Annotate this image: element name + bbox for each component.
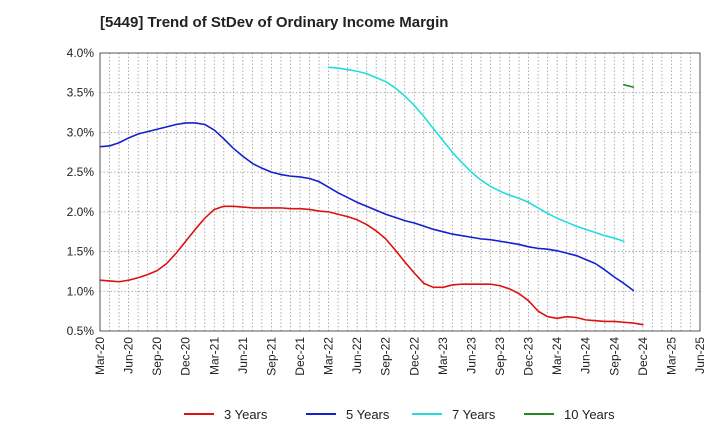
x-tick-label: Mar-23 (436, 337, 450, 375)
x-tick-label: Mar-24 (550, 337, 564, 375)
x-tick-label: Jun-24 (579, 337, 593, 374)
x-tick-label: Jun-22 (350, 337, 364, 374)
plot-frame (99, 52, 701, 332)
x-tick-label: Mar-20 (93, 337, 107, 375)
y-tick-label: 2.5% (67, 165, 95, 179)
x-tick-label: Dec-22 (407, 337, 421, 376)
x-tick-label: Jun-20 (122, 337, 136, 374)
legend-label: 7 Years (452, 407, 496, 422)
x-tick-label: Jun-21 (236, 337, 250, 374)
series-line-10-years (623, 83, 635, 88)
x-tick-label: Jun-23 (464, 337, 478, 374)
x-tick-label: Mar-21 (207, 337, 221, 375)
grid-lines (100, 53, 700, 331)
x-tick-label: Mar-25 (664, 337, 678, 375)
y-tick-label: 1.0% (67, 284, 95, 298)
x-tick-label: Sep-23 (493, 337, 507, 376)
legend-label: 5 Years (346, 407, 390, 422)
legend-label: 10 Years (564, 407, 615, 422)
x-tick-label: Dec-23 (522, 337, 536, 376)
y-tick-label: 4.0% (67, 46, 95, 60)
legend-label: 3 Years (224, 407, 268, 422)
series-lines (99, 66, 644, 326)
x-tick-label: Sep-20 (150, 337, 164, 376)
x-tick-label: Sep-24 (607, 337, 621, 376)
legend: 3 Years 5 Years 7 Years 10 Years (184, 407, 615, 422)
series-line-7-years (327, 66, 625, 243)
chart-title: [5449] Trend of StDev of Ordinary Income… (100, 14, 449, 31)
y-tick-label: 1.5% (67, 245, 95, 259)
x-axis-ticks: Mar-20 Jun-20 Sep-20 Dec-20 Mar-21 Jun-21 Sep-… (93, 337, 707, 376)
y-tick-label: 0.5% (67, 324, 95, 338)
x-tick-label: Dec-20 (179, 337, 193, 376)
x-tick-label: Sep-22 (379, 337, 393, 376)
x-tick-label: Dec-21 (293, 337, 307, 376)
y-tick-label: 3.0% (67, 125, 95, 139)
y-axis-ticks: 0.5% 1.0% 1.5% 2.0% 2.5% 3.0% 3.5% 4.0% (67, 46, 95, 338)
x-tick-label: Jun-25 (693, 337, 707, 374)
y-tick-label: 3.5% (67, 86, 95, 100)
y-tick-label: 2.0% (67, 205, 95, 219)
x-tick-label: Mar-22 (322, 337, 336, 375)
x-tick-label: Sep-21 (264, 337, 278, 376)
x-tick-label: Dec-24 (636, 337, 650, 376)
series-line-5-years (99, 122, 635, 292)
series-line-3-years (99, 205, 644, 326)
